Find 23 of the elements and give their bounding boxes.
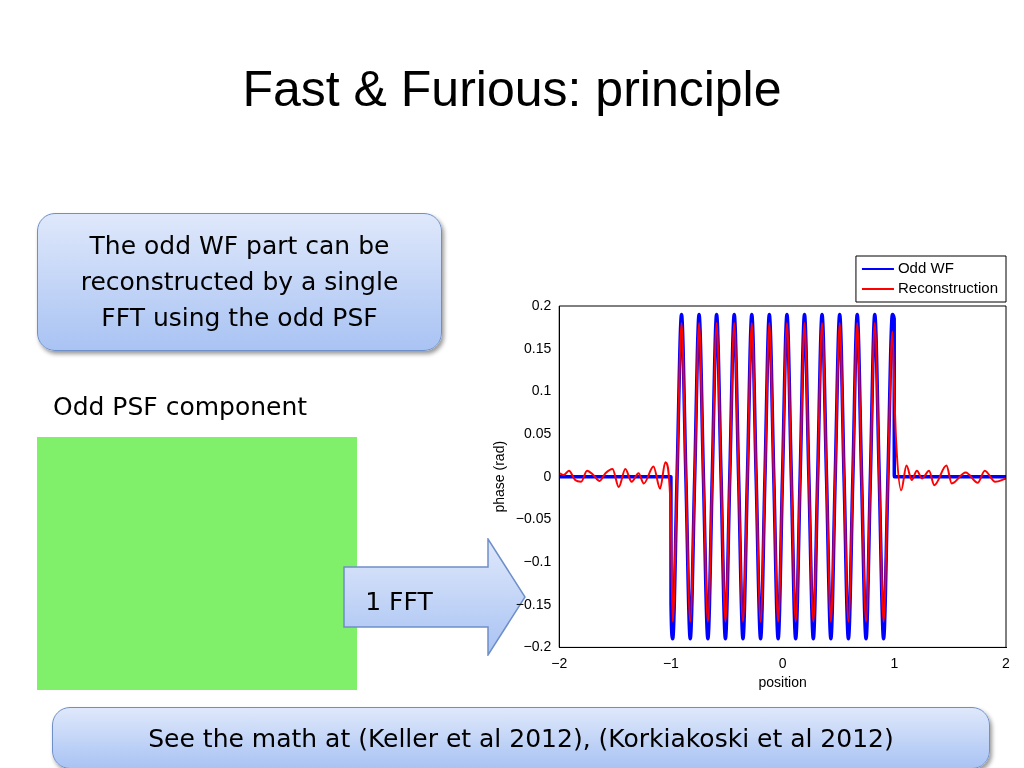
y-tick-label: 0.1 (531, 382, 552, 399)
x-tick-label: −2 (551, 654, 568, 671)
y-tick-label: −0.1 (523, 552, 552, 569)
y-tick-label: 0 (543, 467, 552, 484)
x-tick-label: 0 (778, 654, 787, 671)
y-tick-label: −0.2 (523, 638, 552, 655)
y-tick-label: 0.15 (523, 339, 552, 356)
text: See the math at (Keller et al 2012), (Korkiakoski et al 2012) (52, 707, 990, 768)
x-tick-label: 2 (1002, 654, 1011, 671)
legend-label: Odd WF (897, 259, 954, 277)
y-tick-label: −0.15 (515, 595, 552, 612)
y-tick-label: 0.2 (531, 296, 552, 313)
y-tick-label: −0.05 (515, 510, 552, 527)
x-tick-label: −1 (662, 654, 680, 671)
x-tick-label: 1 (890, 654, 899, 671)
chart-title: Fast & Furious: principle (241, 60, 783, 118)
y-axis-title: phase (rad) (491, 440, 508, 513)
text: Odd PSF component (53, 392, 308, 421)
x-axis-title: position (758, 674, 807, 691)
legend-label: Reconstruction (897, 279, 999, 297)
text: 1 FFT (364, 585, 434, 618)
y-tick-label: 0.05 (523, 424, 552, 441)
text: The odd WF part can be reconstructed by a single FFT using the odd PSF (37, 213, 442, 351)
